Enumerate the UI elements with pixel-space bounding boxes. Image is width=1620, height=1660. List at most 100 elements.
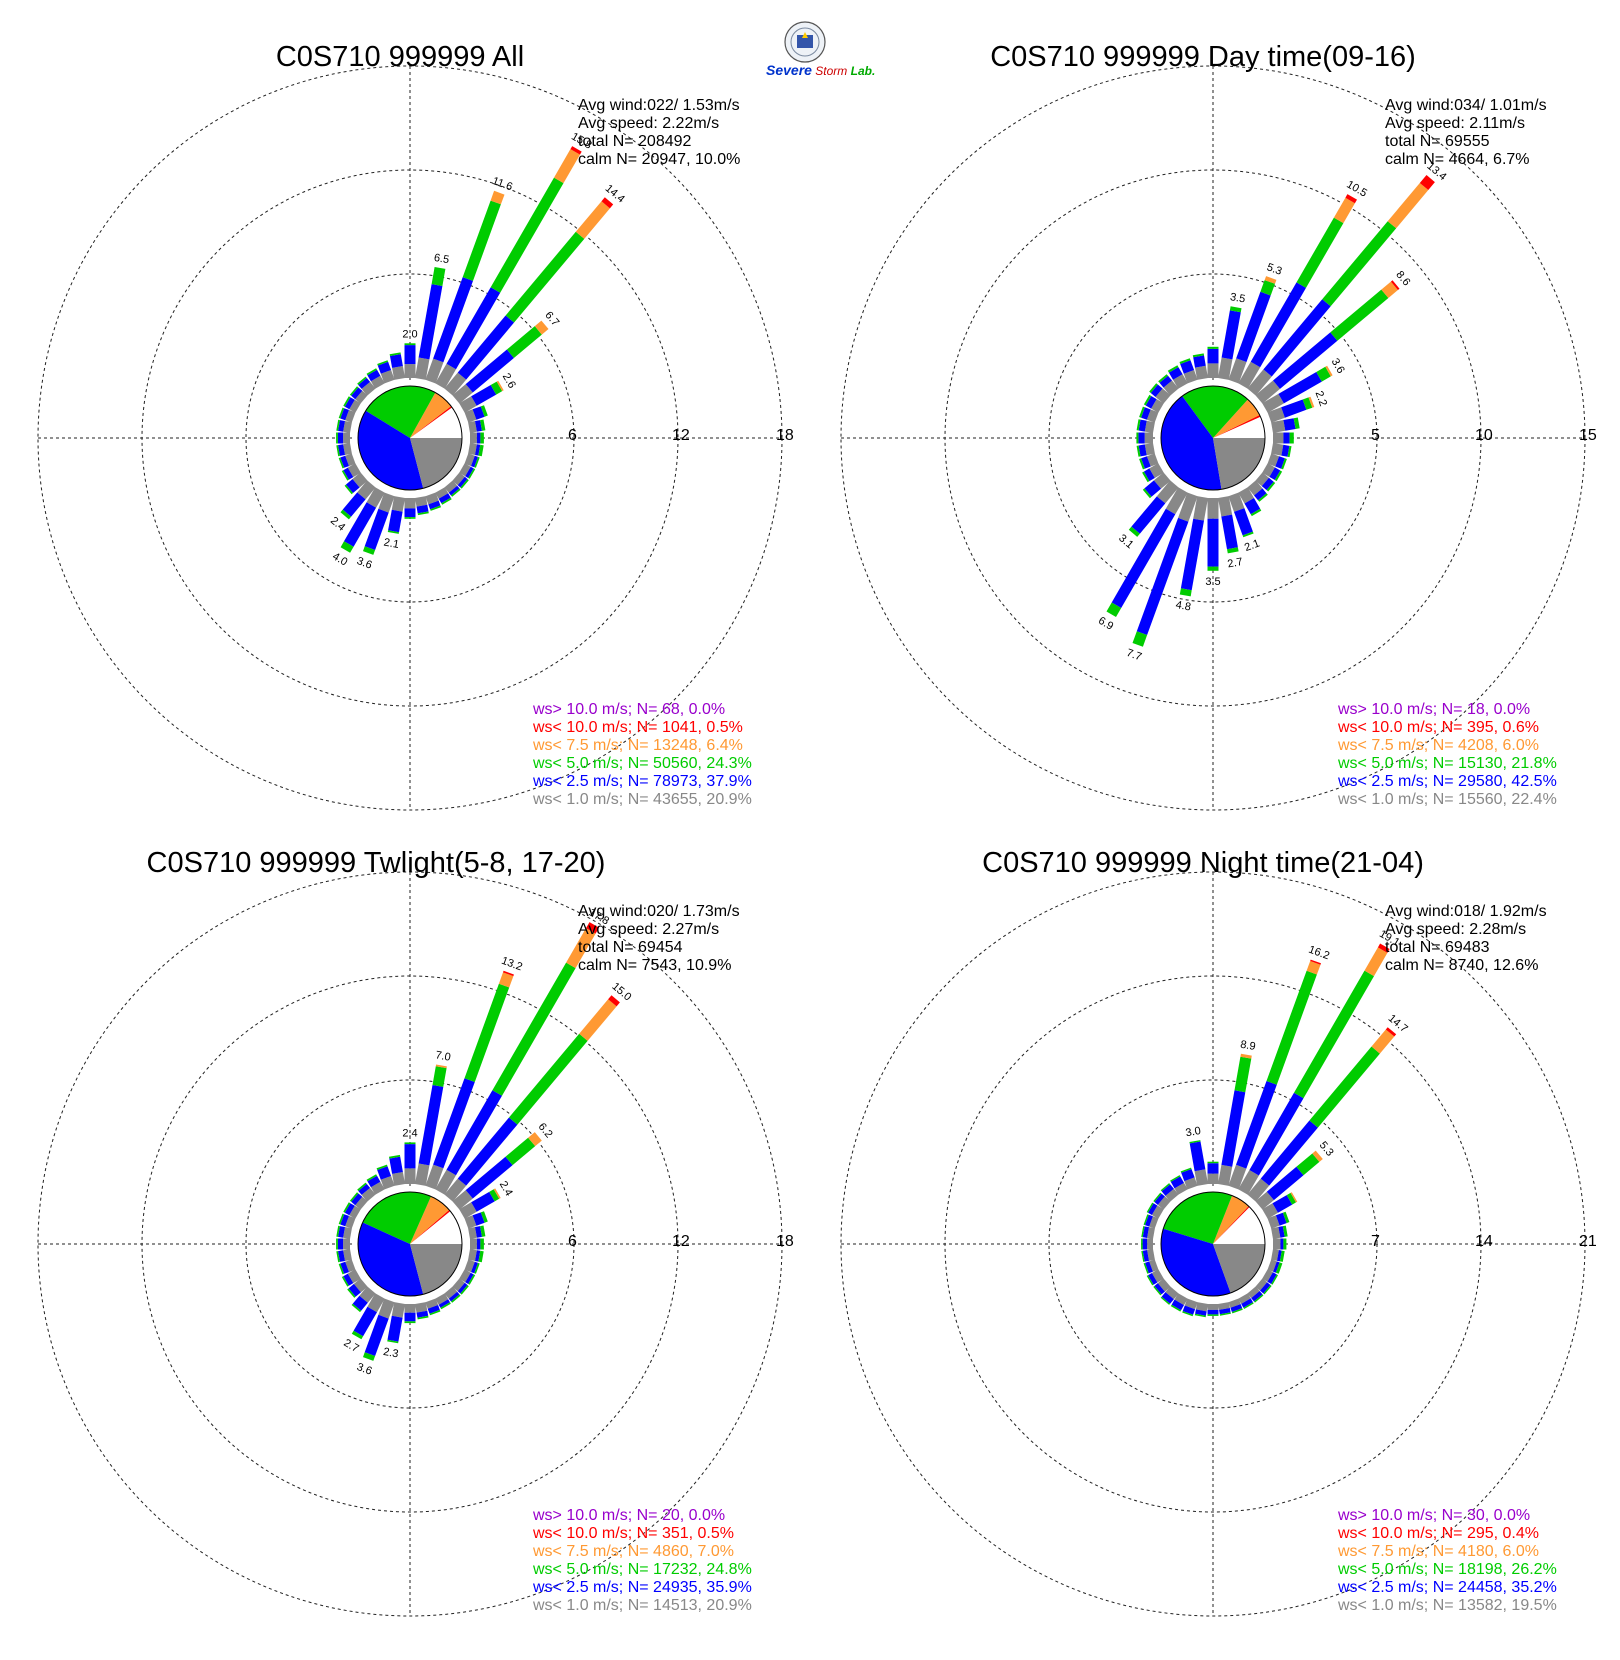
bar-segment — [1238, 1293, 1251, 1304]
bar-segment — [1146, 1202, 1154, 1213]
bar-segment — [380, 370, 395, 384]
bar-segment — [404, 345, 416, 365]
bar-segment — [1147, 1238, 1153, 1250]
bar-segment — [345, 453, 356, 467]
bar-segment — [1330, 289, 1389, 341]
bar-segment — [1377, 943, 1390, 953]
bar-segment — [361, 1187, 376, 1202]
bar-200: 7.7 — [1125, 492, 1198, 663]
pie-slice — [1163, 1191, 1233, 1244]
bar-segment — [338, 407, 345, 419]
bar-segment — [1250, 508, 1262, 517]
bar-segment — [1159, 375, 1172, 388]
bar-segment — [1207, 1163, 1219, 1174]
bar-segment — [452, 1190, 473, 1210]
bar-segment — [1151, 1205, 1164, 1219]
bar-segment — [1271, 1249, 1279, 1261]
bar-200: 3.6 — [355, 492, 395, 572]
bar-segment — [1207, 1173, 1219, 1184]
windrose-panel-2: 5 10 153.55.310.513.48.63.62.22.12.73.54.8… — [840, 41, 1597, 811]
legend-entry: ws< 2.5 m/s; N= 29580, 42.5% — [1337, 773, 1557, 790]
bar-50: 5.3 — [1255, 1139, 1336, 1210]
legend-entry: ws< 10.0 m/s; N= 395, 0.6% — [1337, 719, 1539, 736]
bar-segment — [366, 487, 385, 508]
bar-segment — [1160, 1183, 1171, 1192]
bar-segment — [353, 1306, 377, 1337]
bar-segment — [503, 970, 514, 977]
bar-130 — [1255, 472, 1276, 492]
bar-segment — [344, 484, 353, 495]
bar-segment — [343, 467, 354, 480]
bar-280 — [1136, 419, 1155, 433]
bar-segment — [1136, 445, 1141, 457]
bar-20: 13.2 — [425, 955, 524, 1190]
bar-segment — [1141, 407, 1151, 420]
bar-210 — [1170, 1293, 1188, 1312]
bar-segment — [336, 1251, 340, 1263]
bar-160 — [425, 492, 441, 511]
bar-segment — [358, 1183, 371, 1195]
stat-total: total N= 69555 — [1385, 133, 1490, 150]
bar-segment — [534, 320, 549, 335]
bar-segment — [1234, 1056, 1252, 1093]
bar-230 — [344, 472, 368, 495]
bar-segment — [1207, 498, 1219, 519]
bar-segment — [378, 1298, 395, 1319]
bar-segment — [435, 363, 456, 389]
bar-240 — [341, 463, 361, 481]
bar-segment — [438, 1299, 450, 1308]
bar-190: 2.3 — [382, 1302, 405, 1360]
bar-segment — [480, 432, 484, 444]
bar-segment — [387, 1315, 403, 1342]
pie-slice — [1213, 1195, 1249, 1244]
bar-segment — [435, 1169, 456, 1195]
bar-segment — [1195, 1309, 1207, 1316]
bar-segment — [472, 1212, 485, 1226]
bar-140 — [1247, 480, 1268, 502]
bar-label: 16.2 — [1307, 944, 1331, 963]
bar-segment — [1281, 458, 1287, 470]
bar-segment — [347, 1269, 361, 1284]
stat-calm: calm N= 4664, 6.7% — [1385, 151, 1530, 168]
bar-segment — [404, 1168, 416, 1184]
bar-segment — [601, 197, 614, 209]
bar-segment — [1221, 310, 1241, 360]
bar-250 — [1143, 1259, 1159, 1274]
bar-segment — [448, 1291, 460, 1302]
bar-120 — [1262, 463, 1283, 482]
speed-pie — [357, 385, 463, 491]
bar-segment — [349, 386, 359, 396]
bar-segment — [490, 190, 505, 205]
bar-130 — [452, 472, 469, 489]
bar-segment — [1264, 276, 1277, 284]
bar-190 — [1194, 1302, 1208, 1318]
bar-segment — [340, 408, 349, 421]
bar-segment — [452, 1278, 465, 1292]
pie-outline — [1160, 1191, 1266, 1297]
bar-70 — [1267, 1211, 1290, 1229]
bar-segment — [337, 432, 344, 444]
bar-segment — [1260, 1282, 1271, 1294]
bar-segment — [462, 200, 501, 281]
bar-segment — [1274, 470, 1283, 482]
bar-segment — [1267, 453, 1280, 467]
bar-segment — [425, 1164, 444, 1190]
bar-segment — [1419, 175, 1435, 190]
bar-80 — [1271, 1225, 1288, 1239]
bar-segment — [1243, 1302, 1254, 1309]
bar-segment — [475, 444, 481, 456]
bar-segment — [1194, 1313, 1206, 1318]
pie-slice — [410, 1211, 463, 1244]
stat-total: total N= 69454 — [578, 939, 683, 956]
bar-segment — [1146, 453, 1159, 467]
bars: 3.55.310.513.48.63.62.22.12.73.54.87.76.… — [1096, 160, 1449, 663]
bar-segment — [478, 444, 484, 457]
bar-segment — [1141, 1238, 1143, 1250]
bar-segment — [340, 509, 352, 520]
bar-segment — [1165, 1188, 1179, 1202]
bar-segment — [1183, 370, 1198, 384]
bar-350 — [389, 1154, 405, 1186]
bar-label: 2.1 — [383, 537, 400, 551]
bar-130 — [452, 1278, 469, 1295]
